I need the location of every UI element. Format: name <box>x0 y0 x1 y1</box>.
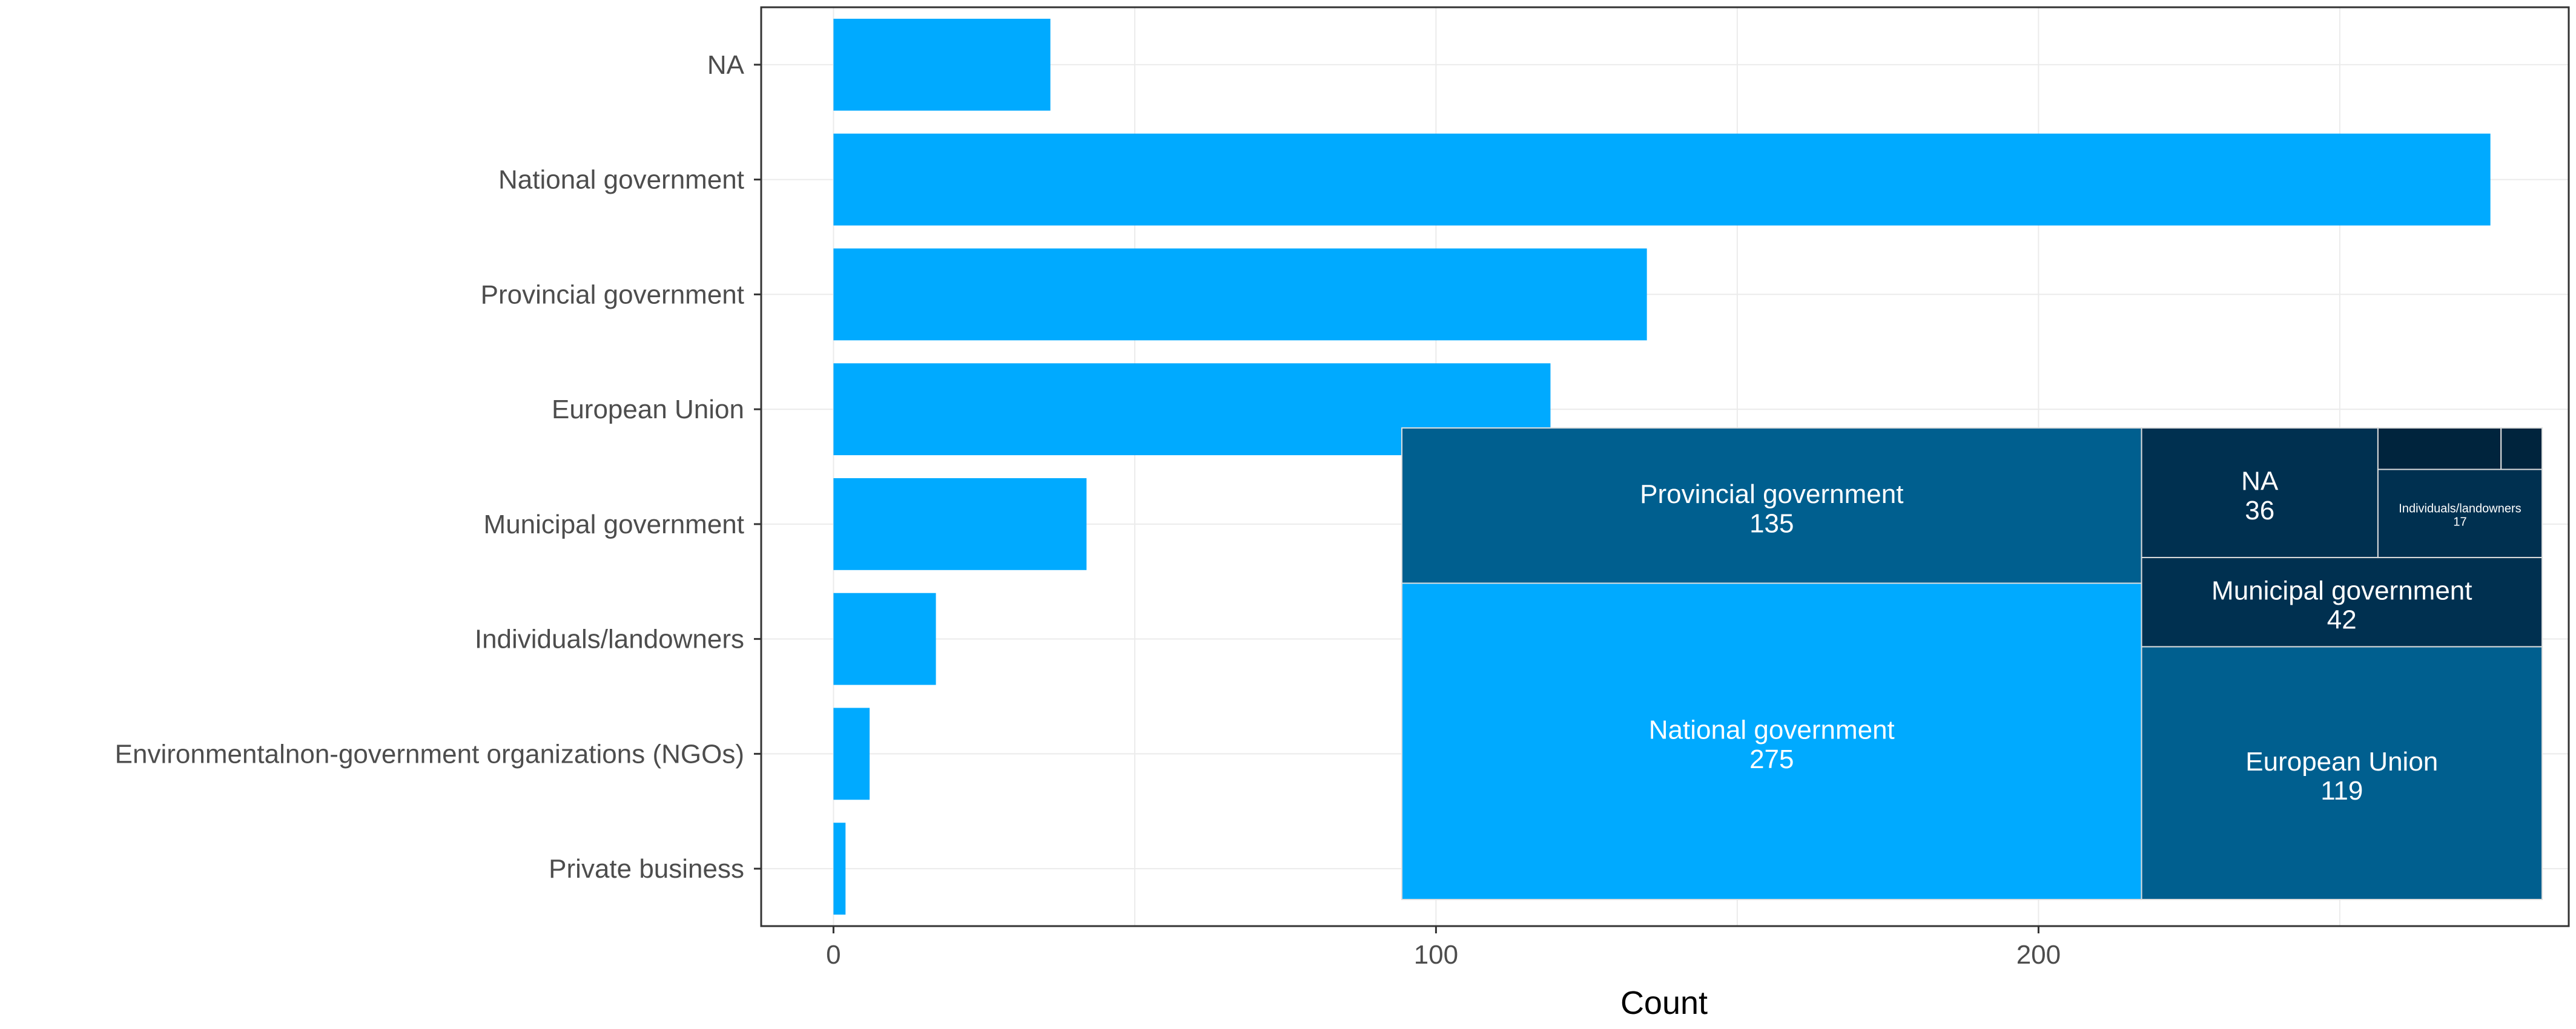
y-tick-label: Environmentalnon-government organization… <box>115 739 744 769</box>
treemap-tile-5 <box>2141 427 2379 559</box>
treemap-tile-7 <box>2377 427 2502 470</box>
x-axis-title: Count <box>1620 985 1708 1021</box>
y-tick-label: National government <box>498 165 744 195</box>
bar-8 <box>833 823 846 915</box>
y-tick-label: Individuals/landowners <box>475 625 744 654</box>
treemap-tile-8 <box>2500 427 2543 470</box>
treemap-tile-6 <box>2377 468 2543 559</box>
axis-layer: NA National government Provincial governme… <box>115 50 2061 970</box>
bar-3 <box>833 248 1647 341</box>
treemap-label: European Union <box>2245 747 2438 777</box>
treemap-value: 17 <box>2453 515 2466 528</box>
y-tick-label: Municipal government <box>484 510 744 539</box>
x-tick-label: 100 <box>1414 940 1458 970</box>
bar-6 <box>833 593 936 685</box>
x-tick-label: 0 <box>826 940 841 970</box>
treemap-tile-1 <box>1401 582 2142 900</box>
y-tick-label: NA <box>707 50 745 80</box>
bar-1 <box>833 18 1051 111</box>
treemap-tile-2 <box>1401 427 2142 584</box>
treemap-tile-3 <box>2141 646 2543 901</box>
treemap-value: 119 <box>2320 776 2363 806</box>
y-tick-label: Private business <box>549 854 744 884</box>
treemap-value: 36 <box>2245 496 2274 525</box>
treemap-label: NA <box>2241 467 2279 496</box>
treemap-label: Municipal government <box>2211 576 2472 605</box>
treemap-tile-4 <box>2141 557 2543 648</box>
bar-layer <box>833 18 2491 915</box>
treemap-label: National government <box>1649 715 1895 745</box>
treemap-value: 135 <box>1749 508 1794 538</box>
y-tick-label: European Union <box>552 395 744 424</box>
x-tick-label: 200 <box>2016 940 2061 970</box>
bar-5 <box>833 478 1087 570</box>
treemap-value: 275 <box>1749 745 1794 774</box>
y-tick-label: Provincial government <box>481 280 744 309</box>
treemap-label: Provincial government <box>1640 479 1903 509</box>
treemap-label: Individuals/landowners <box>2399 502 2521 515</box>
treemap-value: 42 <box>2327 605 2357 635</box>
panel-border <box>760 6 2570 927</box>
bar-7 <box>833 708 870 800</box>
bar-2 <box>833 133 2491 226</box>
